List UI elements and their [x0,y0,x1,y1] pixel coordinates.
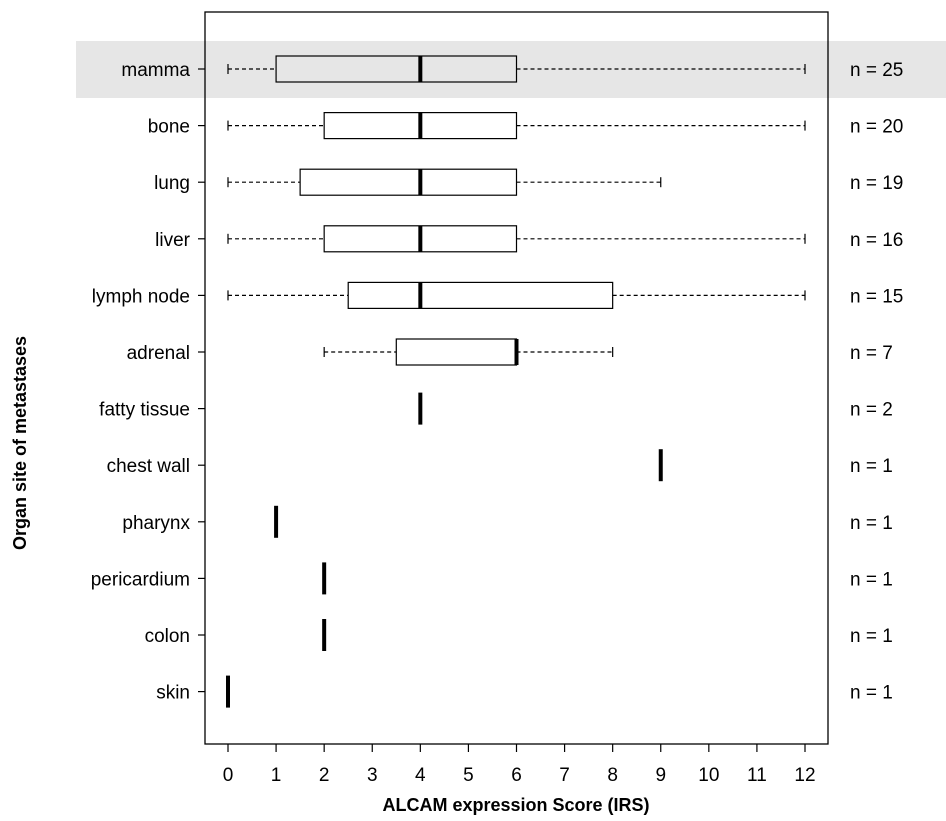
n-label-lung: n = 19 [850,173,903,194]
category-label-adrenal: adrenal [127,343,190,364]
x-axis: 0 1 2 3 4 5 6 7 8 9 10 11 12 [223,744,816,786]
x-tick-label-0: 0 [223,765,234,786]
highlight-band-mamma [76,41,946,98]
n-label-pericardium: n = 1 [850,569,893,590]
x-tick-label-11: 11 [747,765,767,786]
n-label-adrenal: n = 7 [850,343,893,364]
category-labels: mamma bone lung liver lymph node adrenal fatty… [91,60,205,704]
category-label-skin: skin [156,683,190,704]
x-tick-label-2: 2 [319,765,330,786]
x-tick-label-7: 7 [559,765,570,786]
category-label-lymph-node: lymph node [92,286,190,307]
category-label-liver: liver [155,230,191,251]
y-axis-title: Organ site of metastases [10,336,30,550]
n-label-pharynx: n = 1 [850,513,893,534]
category-label-mamma: mamma [121,60,190,81]
n-label-bone: n = 20 [850,117,903,138]
box-mamma [275,55,518,83]
category-label-colon: colon [145,626,190,647]
n-label-mamma: n = 25 [850,60,903,81]
n-label-chest-wall: n = 1 [850,456,893,477]
box-lung [299,168,518,196]
x-tick-label-12: 12 [794,765,815,786]
x-axis-title: ALCAM expression Score (IRS) [382,795,649,815]
n-labels: n = 25 n = 20 n = 19 n = 16 n = 15 n = 7 n = 2… [850,60,903,704]
boxes-layer [226,55,806,708]
n-label-fatty-tissue: n = 2 [850,400,893,421]
x-tick-label-8: 8 [607,765,618,786]
x-tick-label-4: 4 [415,765,426,786]
x-tick-label-1: 1 [271,765,282,786]
x-tick-label-5: 5 [463,765,474,786]
n-label-liver: n = 16 [850,230,903,251]
category-label-pharynx: pharynx [122,513,190,534]
category-label-chest-wall: chest wall [107,456,190,477]
n-label-skin: n = 1 [850,683,893,704]
highlight-layer [76,41,946,98]
category-label-lung: lung [154,173,190,194]
x-tick-label-3: 3 [367,765,378,786]
box-lymph-node [347,281,614,309]
x-tick-label-10: 10 [698,765,719,786]
n-label-lymph-node: n = 15 [850,286,903,307]
x-tick-label-9: 9 [655,765,666,786]
box-adrenal [395,338,518,366]
x-tick-label-6: 6 [511,765,522,786]
category-label-pericardium: pericardium [91,569,190,590]
category-label-fatty-tissue: fatty tissue [99,400,190,421]
n-label-colon: n = 1 [850,626,893,647]
category-label-bone: bone [148,117,190,138]
